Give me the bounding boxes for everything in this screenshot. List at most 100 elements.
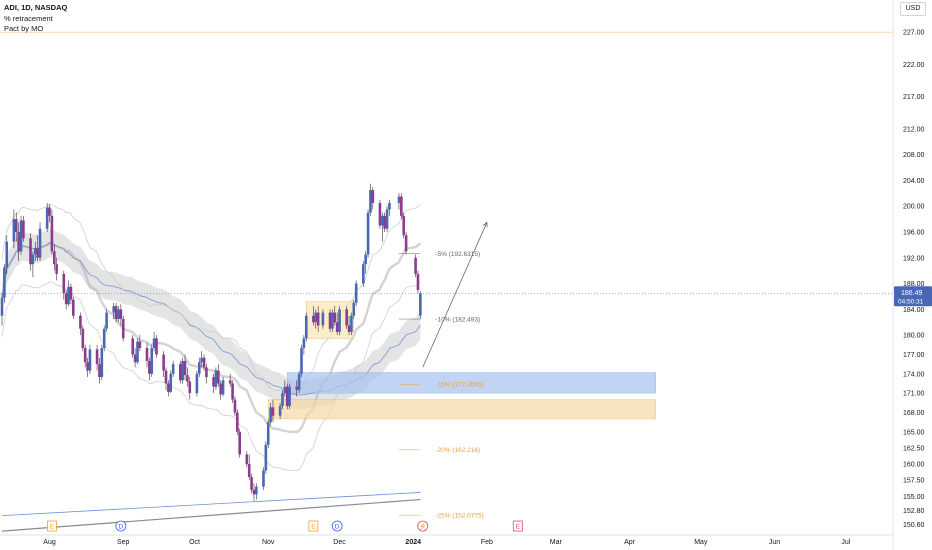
candle <box>354 280 358 307</box>
candle <box>79 312 82 336</box>
candle-body <box>55 264 58 274</box>
candle <box>202 354 206 371</box>
candle <box>302 335 306 355</box>
candle-body <box>304 315 308 339</box>
candle-body <box>200 357 203 363</box>
indicator-pact-label[interactable]: Pact by MO <box>4 24 44 33</box>
candle <box>138 335 142 352</box>
candle <box>0 293 4 326</box>
candle-body <box>383 215 386 229</box>
event-marker-shape <box>47 520 57 532</box>
candle <box>350 312 353 336</box>
candle <box>83 344 87 368</box>
candle-body <box>183 360 187 376</box>
event-earnings-marker[interactable]: E <box>308 520 319 532</box>
candle-body <box>247 464 251 477</box>
indicator-retracement-label[interactable]: % retracement <box>4 13 53 23</box>
candle-body <box>33 248 37 255</box>
candle <box>167 380 170 397</box>
candle <box>50 209 54 255</box>
candle-body <box>164 370 168 384</box>
symbol-title[interactable]: ADI, 1D, NASDAQ <box>4 3 68 12</box>
candle-body <box>233 399 237 413</box>
candle <box>86 357 89 378</box>
candle <box>345 306 348 329</box>
candle <box>262 467 265 490</box>
price-tick-label: 171.00 <box>903 391 925 398</box>
candle-body <box>83 348 87 363</box>
event-dividend-marker[interactable]: D <box>115 520 127 532</box>
candle-body <box>416 273 420 291</box>
candle-body <box>86 362 89 371</box>
blue-demand-zone <box>286 372 656 394</box>
candle-body <box>98 364 101 378</box>
candle-body <box>197 362 201 374</box>
candle-body <box>366 212 370 255</box>
candle-body <box>400 196 403 216</box>
candle <box>186 367 189 387</box>
candle-body <box>79 315 82 329</box>
price-axis[interactable]: 227.00 222.00 217.00 212.00 208.00 204.00 200.… <box>894 30 932 530</box>
drawing-zones[interactable] <box>267 301 656 420</box>
candle <box>195 370 199 397</box>
price-tick-label: 200.00 <box>903 204 925 211</box>
time-axis[interactable]: Aug Sep Oct Nov Dec 2024 Feb Mar Apr May Jun Jul <box>43 539 850 546</box>
candle-body <box>236 412 239 432</box>
candle <box>414 254 417 278</box>
event-split-marker[interactable]: ⚡ <box>417 520 429 532</box>
candle-body <box>102 328 106 349</box>
candle-body <box>81 328 85 349</box>
candle-body <box>112 306 116 313</box>
time-tick-label: Oct <box>189 539 200 546</box>
event-marker-shape <box>512 520 523 532</box>
event-earnings-marker[interactable]: E <box>512 520 523 532</box>
candle-body <box>38 228 42 258</box>
candle-body <box>269 407 272 423</box>
candle-body <box>136 341 139 363</box>
candle-body <box>14 219 18 232</box>
candle <box>233 396 237 416</box>
fib-level-label: -25% (152.0775) <box>435 512 483 519</box>
candle <box>212 373 215 394</box>
candle <box>171 360 175 378</box>
candle-body <box>231 383 234 400</box>
candle-body <box>155 338 158 355</box>
annotations[interactable]: -5% (192.6315) -10% (182.493) -15% (172.35… <box>0 221 893 519</box>
candle <box>383 212 386 232</box>
candle <box>17 222 20 261</box>
candle-body <box>214 370 218 387</box>
candle-body <box>335 322 339 332</box>
candle-body <box>219 383 222 395</box>
candle-body <box>314 312 318 323</box>
candle-body <box>17 231 20 252</box>
candle <box>219 380 222 400</box>
candle <box>14 212 18 242</box>
candle <box>221 377 225 397</box>
candle <box>3 264 6 303</box>
candle <box>371 186 375 210</box>
candle <box>369 183 372 216</box>
candle-body <box>150 348 154 374</box>
candle-body <box>302 338 306 349</box>
event-dividend-marker[interactable]: D <box>331 520 343 532</box>
candle <box>205 364 208 384</box>
candle <box>19 215 23 255</box>
candle <box>321 309 325 329</box>
time-tick-label: Apr <box>624 539 636 546</box>
event-markers[interactable]: E D E D ⚡ E <box>47 520 523 532</box>
candle-body <box>195 373 199 394</box>
candle-body <box>369 190 372 213</box>
time-tick-label: 2024 <box>405 539 421 546</box>
event-marker-shape <box>417 520 429 532</box>
price-tick-label: 222.00 <box>903 62 925 69</box>
event-earnings-marker[interactable]: E <box>47 520 57 532</box>
candle-body <box>264 444 268 471</box>
candle <box>352 299 356 320</box>
candle <box>419 291 422 320</box>
price-tick-label: 196.00 <box>903 229 925 236</box>
candle-body <box>228 380 232 384</box>
currency-button[interactable]: USD <box>900 2 926 16</box>
candle <box>162 351 165 378</box>
candle-body <box>119 309 123 320</box>
